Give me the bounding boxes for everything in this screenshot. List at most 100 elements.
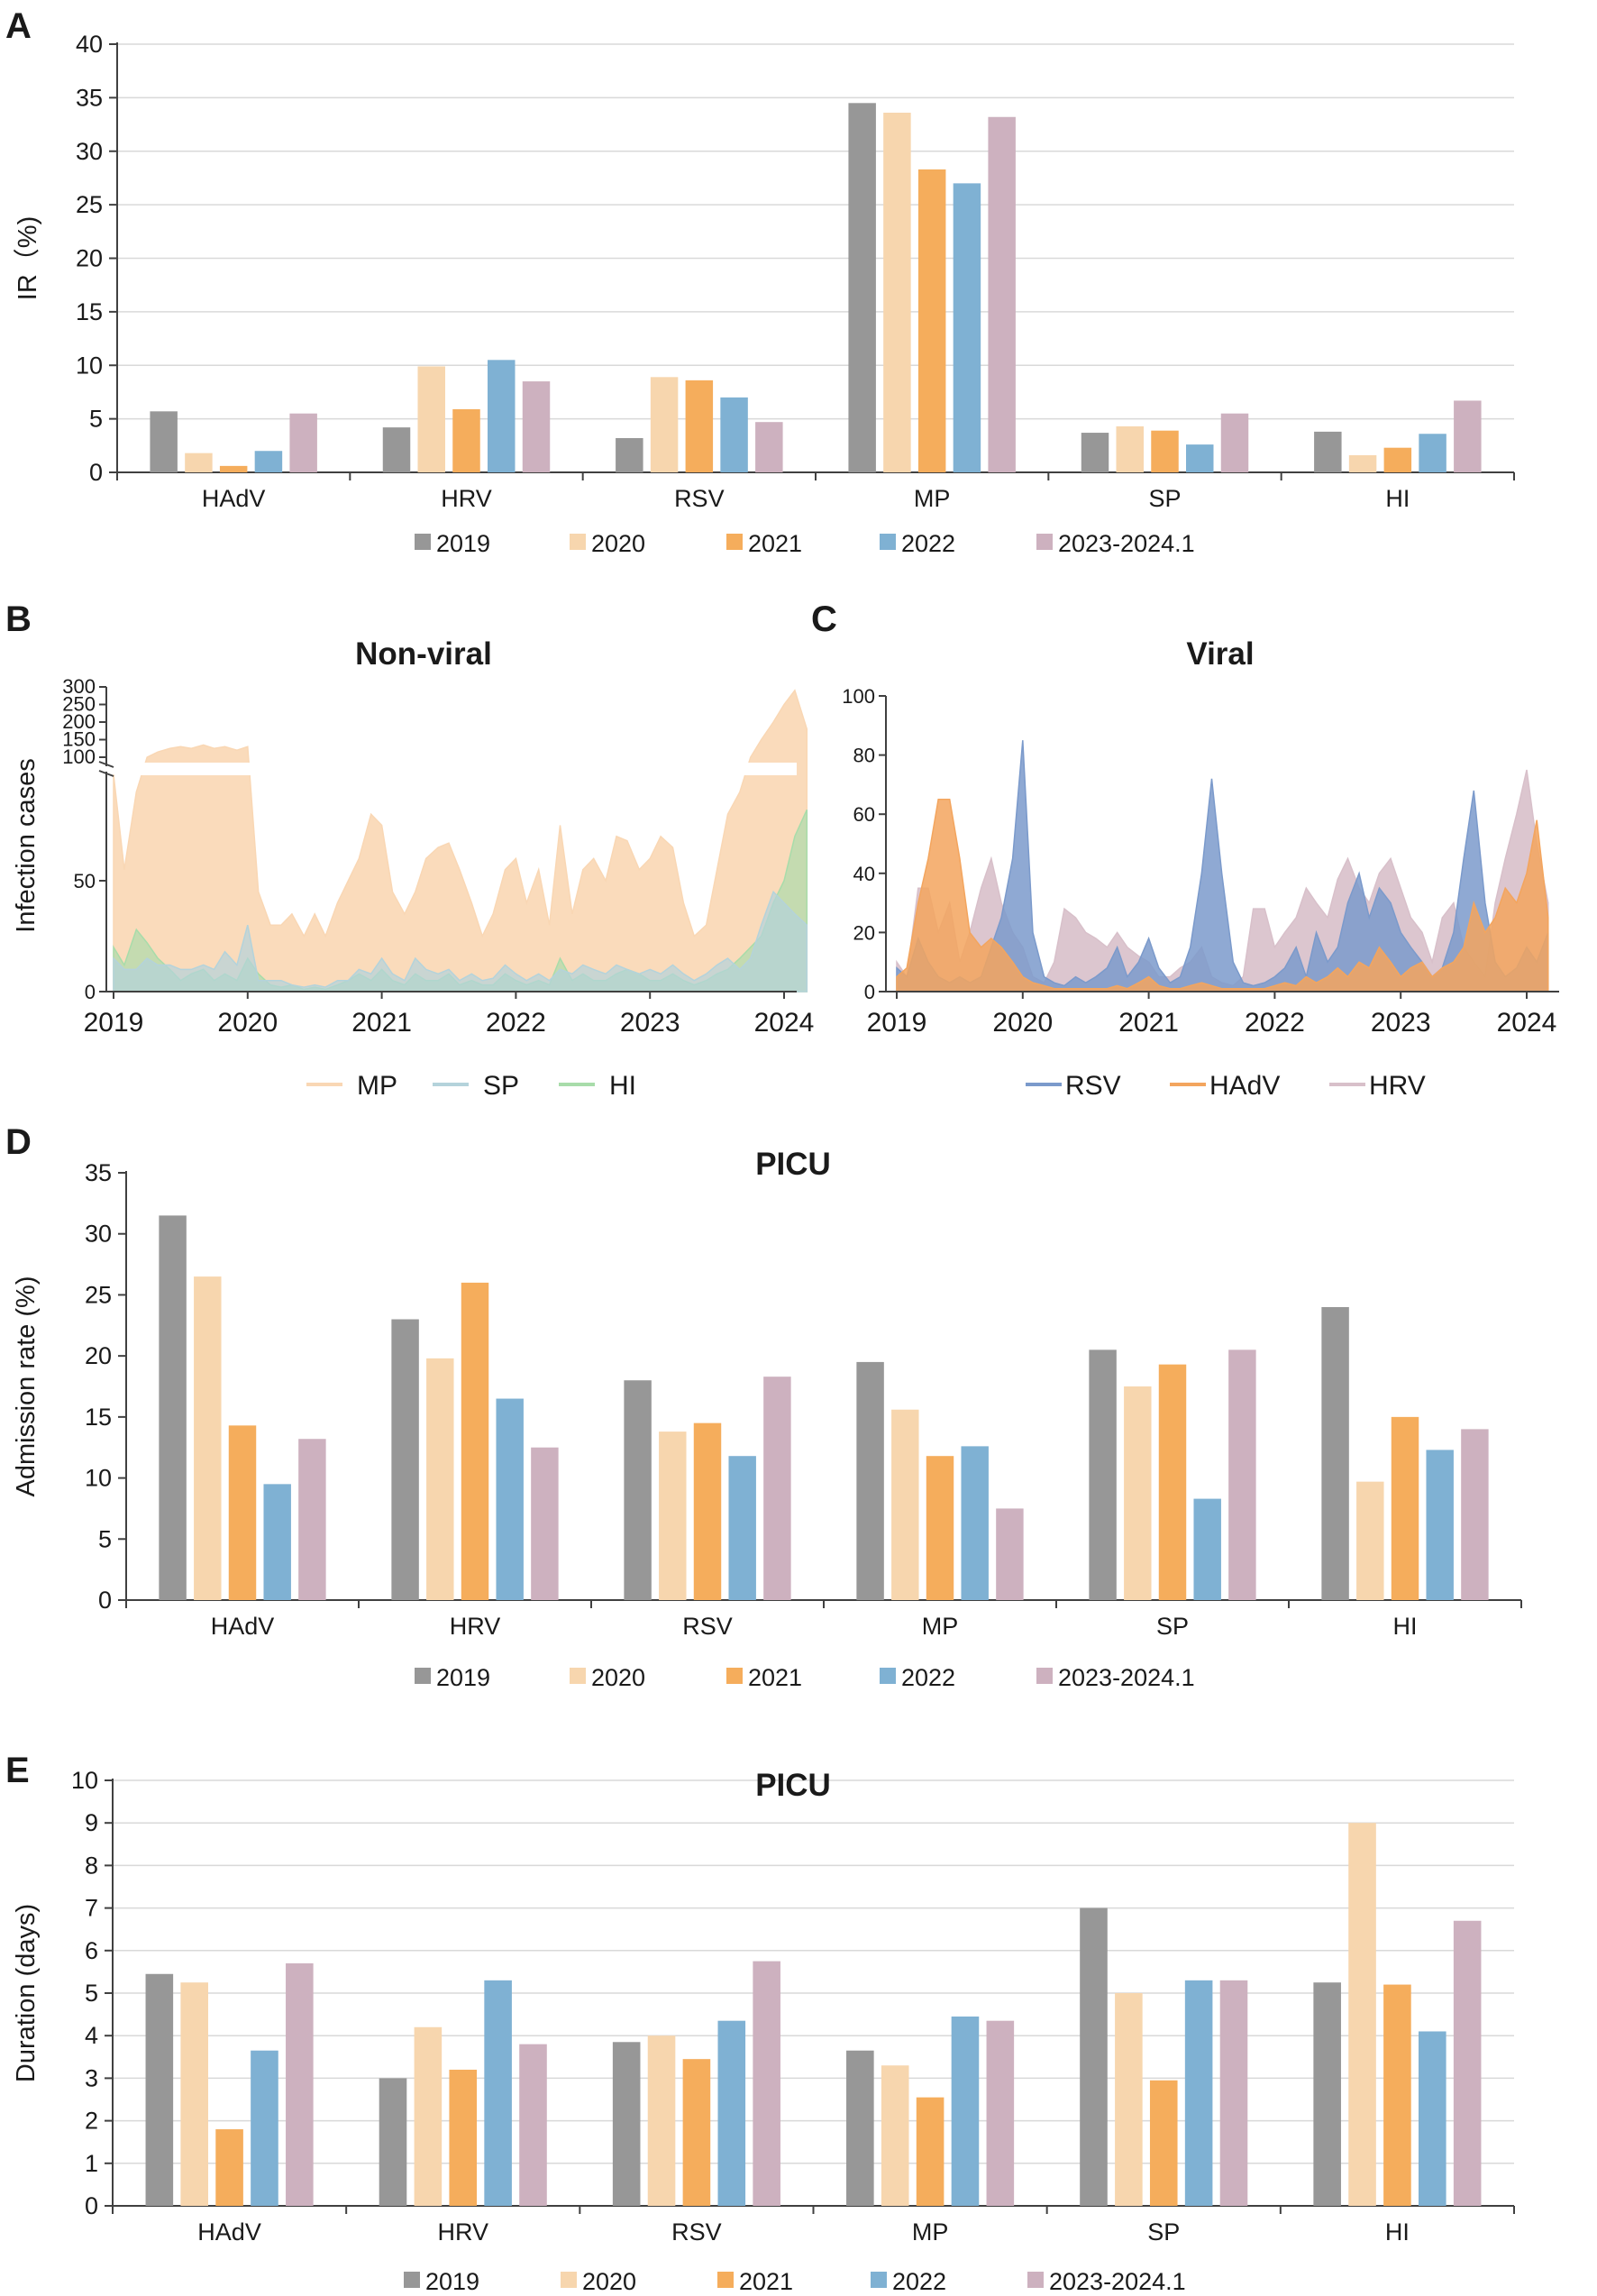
- panel-d-legend-swatch: [726, 1668, 743, 1684]
- panel-a-x-tick-label: MP: [914, 485, 951, 512]
- panel-e-legend-swatch: [404, 2272, 420, 2288]
- panel-a-bar-rsv-2023-2024.1: [755, 422, 783, 472]
- panel-a-bar-mp-2021: [917, 169, 946, 472]
- panel-d-x-tick-label: SP: [1156, 1613, 1189, 1640]
- panel-c-legend-label: HAdV: [1209, 1071, 1280, 1101]
- panel-a-letter: A: [5, 6, 32, 46]
- panel-c-y-tick-label: 100: [842, 685, 875, 708]
- panel-b-area-sp: [113, 890, 808, 992]
- panel-b-legend-label: MP: [357, 1071, 397, 1101]
- panel-a-bar-rsv-2022: [720, 397, 748, 472]
- panel-d-x-tick-label: HRV: [450, 1613, 501, 1640]
- panel-e-bar-hadv-2022: [251, 2050, 278, 2206]
- panel-e-title: PICU: [755, 1768, 831, 1803]
- panel-d-y-tick-label: 5: [98, 1525, 112, 1552]
- panel-e-legend-label: 2021: [739, 2268, 793, 2295]
- panel-a-bar-mp-2023-2024.1: [988, 116, 1016, 472]
- panel-a-bar-hrv-2021: [452, 408, 480, 472]
- panel-e-y-tick-label: 2: [85, 2108, 98, 2135]
- panel-e-bar-hi-2023-2024.1: [1453, 1920, 1482, 2206]
- panel-a-legend-label: 2020: [591, 530, 645, 557]
- panel-d-bar-mp-2022: [961, 1446, 989, 1600]
- panel-a-bar-mp-2019: [848, 103, 876, 472]
- panel-e-bar-hadv-2021: [215, 2129, 243, 2206]
- panel-e-bar-rsv-2019: [612, 2042, 641, 2206]
- panel-a-x-tick-label: HI: [1385, 485, 1410, 512]
- panel-b-y-axis-title: Infection cases: [12, 758, 41, 932]
- panel-a-bar-hi-2023-2024.1: [1454, 400, 1482, 472]
- panel-a-legend-label: 2019: [436, 530, 490, 557]
- panel-a-bar-rsv-2021: [685, 380, 714, 472]
- panel-d-y-tick-label: 10: [85, 1465, 112, 1492]
- panel-e-x-tick-label: HRV: [437, 2218, 488, 2246]
- panel-e-bar-hi-2022: [1419, 2031, 1446, 2206]
- panel-a-y-tick-label: 5: [89, 406, 103, 433]
- panel-d-legend-label: 2023-2024.1: [1058, 1664, 1195, 1691]
- panel-d-y-axis-title: Admission rate (%): [12, 1276, 41, 1497]
- panel-b-y-tick-label: 200: [62, 710, 96, 733]
- panel-e-x-tick-label: RSV: [671, 2218, 722, 2246]
- panel-a-bar-hadv-2020: [185, 453, 213, 472]
- panel-a-x-tick-label: HRV: [441, 485, 492, 512]
- panel-a-bar-hi-2021: [1383, 447, 1412, 472]
- panel-e-bar-hadv-2019: [145, 1973, 174, 2206]
- panel-e-bar-hi-2020: [1348, 1823, 1376, 2206]
- panel-a-bar-hadv-2023-2024.1: [289, 413, 317, 472]
- panel-a-bar-hrv-2020: [417, 366, 445, 472]
- panel-d-bar-hadv-2020: [194, 1276, 222, 1600]
- panel-c-x-tick-label: 2020: [992, 1008, 1053, 1038]
- panel-d-bar-hadv-2022: [263, 1484, 291, 1600]
- panel-d-bar-sp-2022: [1193, 1498, 1221, 1600]
- panel-e-y-tick-label: 0: [85, 2192, 98, 2219]
- panel-a-y-tick-label: 40: [76, 31, 103, 58]
- panel-d-legend-swatch: [415, 1668, 431, 1684]
- panel-e-x-tick-label: HAdV: [197, 2218, 261, 2246]
- panel-a-bar-sp-2019: [1081, 433, 1109, 472]
- panel-a-legend-label: 2022: [901, 530, 955, 557]
- panel-d-bar-mp-2021: [926, 1456, 954, 1600]
- panel-c-x-tick-label: 2024: [1497, 1008, 1557, 1038]
- panel-a-bar-hrv-2019: [382, 427, 411, 472]
- panel-b-x-tick-label: 2023: [620, 1008, 680, 1038]
- panel-b-y-tick-label: 50: [74, 870, 96, 892]
- panel-d-y-tick-label: 15: [85, 1404, 112, 1431]
- panel-a-y-tick-label: 0: [89, 459, 103, 486]
- panel-b-x-tick-label: 2022: [486, 1008, 546, 1038]
- panel-b-x-tick-label: 2020: [217, 1008, 278, 1038]
- panel-d-legend-swatch: [570, 1668, 586, 1684]
- panel-b-axis-break-mark: [98, 761, 114, 768]
- panel-d-x-tick-label: RSV: [682, 1613, 733, 1640]
- panel-e-bar-mp-2021: [916, 2097, 945, 2206]
- panel-e-x-tick-label: SP: [1147, 2218, 1180, 2246]
- panel-d-bar-mp-2020: [891, 1409, 919, 1600]
- panel-e-y-tick-label: 5: [85, 1980, 98, 2007]
- panel-a-y-tick-label: 35: [76, 84, 103, 111]
- panel-e-bar-sp-2019: [1080, 1907, 1108, 2206]
- panel-d-legend-swatch: [1036, 1668, 1053, 1684]
- panel-a-bar-hadv-2019: [150, 411, 178, 472]
- panel-b-x-tick-label: 2019: [84, 1008, 144, 1038]
- panel-c-legend-label: HRV: [1369, 1071, 1426, 1101]
- panel-a-legend-swatch: [570, 534, 586, 550]
- panel-e-y-tick-label: 3: [85, 2064, 98, 2091]
- panel-d-bar-sp-2021: [1158, 1364, 1187, 1600]
- panel-d-bar-hrv-2022: [496, 1398, 524, 1600]
- panel-d-y-tick-label: 0: [98, 1587, 112, 1614]
- panel-d-bar-hi-2023-2024.1: [1461, 1429, 1489, 1600]
- panel-e-bar-mp-2019: [846, 2050, 874, 2206]
- panel-e-y-tick-label: 4: [85, 2022, 98, 2049]
- panel-e-y-tick-label: 1: [85, 2150, 98, 2177]
- panel-e-bar-hadv-2020: [180, 1982, 208, 2206]
- panel-e-y-axis-title: Duration (days): [12, 1904, 41, 2082]
- panel-b-area-mp: [113, 689, 808, 992]
- panel-b-y-tick-label: 250: [62, 693, 96, 716]
- panel-d-bar-hrv-2020: [426, 1358, 454, 1600]
- panel-a-y-axis-title: IR（%): [14, 216, 42, 300]
- panel-a-bar-hadv-2022: [254, 451, 283, 472]
- panel-c-y-tick-label: 40: [853, 863, 875, 885]
- panel-e-legend-swatch: [717, 2272, 734, 2288]
- panel-c-title: Viral: [1186, 636, 1254, 672]
- panel-a-legend-swatch: [1036, 534, 1053, 550]
- panel-b-y-tick-label: 300: [62, 675, 96, 698]
- panel-d-y-tick-label: 20: [85, 1342, 112, 1369]
